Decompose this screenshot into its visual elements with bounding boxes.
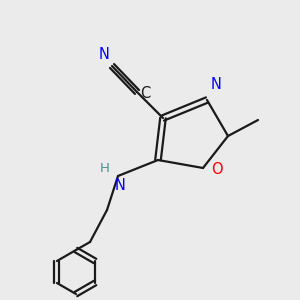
Text: N: N <box>99 47 110 62</box>
Text: H: H <box>100 161 110 175</box>
Text: N: N <box>115 178 125 193</box>
Text: N: N <box>211 77 222 92</box>
Text: C: C <box>140 86 150 101</box>
Text: O: O <box>211 163 223 178</box>
